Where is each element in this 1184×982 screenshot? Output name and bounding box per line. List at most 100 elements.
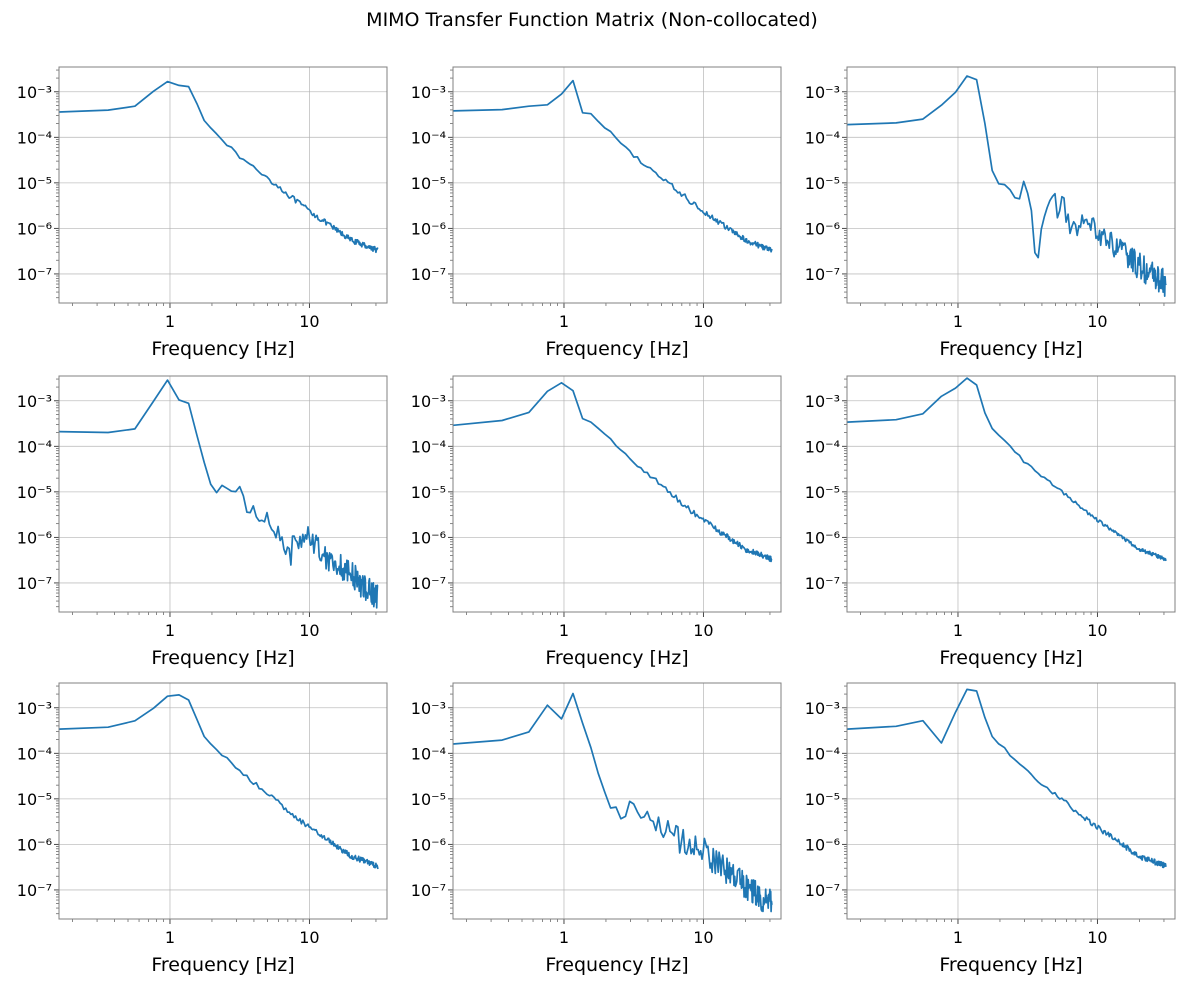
x-tick-label: 10 <box>1087 928 1107 947</box>
x-tick-label: 10 <box>693 312 713 331</box>
subplot-2-1: 1 10 10⁻³ 10⁻⁴ 10⁻⁵ 10⁻⁶ 10⁻⁷ Frequency [Hz] <box>17 375 388 669</box>
y-tick-label: 10⁻³ <box>411 699 446 718</box>
y-tick-label: 10⁻⁴ <box>17 744 52 763</box>
x-axis-label: Frequency [Hz] <box>545 954 688 976</box>
y-tick-label: 10⁻⁶ <box>17 528 52 547</box>
series-line <box>59 694 379 870</box>
y-tick-label: 10⁻⁷ <box>805 574 840 593</box>
series-line <box>847 377 1167 562</box>
figure-title: MIMO Transfer Function Matrix (Non-collo… <box>366 9 818 31</box>
axes-frame <box>58 682 388 920</box>
x-tick-label: 1 <box>165 312 175 331</box>
series-line <box>59 80 379 254</box>
y-tick-label: 10⁻⁷ <box>805 265 840 284</box>
y-tick-label: 10⁻⁵ <box>411 483 446 502</box>
x-tick-label: 1 <box>953 928 963 947</box>
series-line <box>847 688 1167 869</box>
x-axis-label: Frequency [Hz] <box>151 338 294 360</box>
subplot-grid: 1 10 10⁻³ 10⁻⁴ 10⁻⁵ 10⁻⁶ 10⁻⁷ Frequency [Hz] 1 10… <box>17 66 1176 976</box>
y-tick-label: 10⁻⁷ <box>17 265 52 284</box>
y-tick-label: 10⁻⁷ <box>17 881 52 900</box>
y-tick-label: 10⁻³ <box>411 392 446 411</box>
x-axis-label: Frequency [Hz] <box>545 647 688 669</box>
y-tick-label: 10⁻⁵ <box>805 790 840 809</box>
y-tick-label: 10⁻⁷ <box>411 574 446 593</box>
y-tick-label: 10⁻⁴ <box>805 744 840 763</box>
axes-frame <box>58 66 388 304</box>
subplot-1-3: 1 10 10⁻³ 10⁻⁴ 10⁻⁵ 10⁻⁶ 10⁻⁷ Frequency [Hz] <box>805 66 1176 360</box>
y-tick-label: 10⁻³ <box>805 392 840 411</box>
axes-frame <box>58 375 388 613</box>
y-tick-label: 10⁻⁶ <box>17 219 52 238</box>
y-tick-label: 10⁻³ <box>17 83 52 102</box>
x-tick-label: 10 <box>1087 312 1107 331</box>
y-tick-label: 10⁻⁵ <box>411 174 446 193</box>
x-axis-label: Frequency [Hz] <box>939 338 1082 360</box>
axes-frame <box>846 682 1176 920</box>
y-tick-label: 10⁻³ <box>411 83 446 102</box>
y-tick-label: 10⁻⁶ <box>411 219 446 238</box>
y-tick-label: 10⁻⁵ <box>805 174 840 193</box>
x-tick-label: 1 <box>559 621 569 640</box>
y-tick-label: 10⁻³ <box>805 83 840 102</box>
subplot-1-1: 1 10 10⁻³ 10⁻⁴ 10⁻⁵ 10⁻⁶ 10⁻⁷ Frequency [Hz] <box>17 66 388 360</box>
axes-frame <box>452 66 782 304</box>
x-tick-label: 1 <box>559 312 569 331</box>
x-tick-label: 1 <box>559 928 569 947</box>
y-tick-label: 10⁻³ <box>17 699 52 718</box>
y-tick-label: 10⁻⁶ <box>17 835 52 854</box>
x-tick-label: 10 <box>299 312 319 331</box>
axes-frame <box>452 682 782 920</box>
subplot-2-3: 1 10 10⁻³ 10⁻⁴ 10⁻⁵ 10⁻⁶ 10⁻⁷ Frequency [Hz] <box>805 375 1176 669</box>
y-tick-label: 10⁻⁶ <box>805 835 840 854</box>
y-tick-label: 10⁻⁴ <box>411 437 446 456</box>
y-tick-label: 10⁻⁷ <box>805 881 840 900</box>
y-tick-label: 10⁻⁵ <box>411 790 446 809</box>
y-tick-label: 10⁻⁴ <box>17 437 52 456</box>
x-tick-label: 10 <box>299 928 319 947</box>
series-line <box>453 79 773 253</box>
x-tick-label: 10 <box>1087 621 1107 640</box>
subplot-1-2: 1 10 10⁻³ 10⁻⁴ 10⁻⁵ 10⁻⁶ 10⁻⁷ Frequency [Hz] <box>411 66 782 360</box>
x-axis-label: Frequency [Hz] <box>151 954 294 976</box>
y-tick-label: 10⁻⁷ <box>17 574 52 593</box>
x-tick-label: 1 <box>953 312 963 331</box>
x-tick-label: 1 <box>953 621 963 640</box>
y-tick-label: 10⁻⁷ <box>411 265 446 284</box>
x-axis-label: Frequency [Hz] <box>939 954 1082 976</box>
y-tick-label: 10⁻³ <box>17 392 52 411</box>
x-axis-label: Frequency [Hz] <box>151 647 294 669</box>
subplot-2-2: 1 10 10⁻³ 10⁻⁴ 10⁻⁵ 10⁻⁶ 10⁻⁷ Frequency [Hz] <box>411 375 782 669</box>
y-tick-label: 10⁻³ <box>805 699 840 718</box>
subplot-3-2: 1 10 10⁻³ 10⁻⁴ 10⁻⁵ 10⁻⁶ 10⁻⁷ Frequency [Hz] <box>411 682 782 976</box>
y-tick-label: 10⁻⁵ <box>17 790 52 809</box>
y-tick-label: 10⁻⁴ <box>411 128 446 147</box>
y-tick-label: 10⁻⁴ <box>805 128 840 147</box>
x-tick-label: 1 <box>165 928 175 947</box>
x-tick-label: 1 <box>165 621 175 640</box>
y-tick-label: 10⁻⁴ <box>805 437 840 456</box>
axes-frame <box>846 375 1176 613</box>
x-axis-label: Frequency [Hz] <box>939 647 1082 669</box>
axes-frame <box>846 66 1176 304</box>
y-tick-label: 10⁻⁵ <box>17 483 52 502</box>
y-tick-label: 10⁻⁶ <box>411 835 446 854</box>
y-tick-label: 10⁻⁴ <box>411 744 446 763</box>
x-tick-label: 10 <box>299 621 319 640</box>
x-axis-label: Frequency [Hz] <box>545 338 688 360</box>
y-tick-label: 10⁻⁵ <box>805 483 840 502</box>
series-line <box>847 75 1167 297</box>
x-tick-label: 10 <box>693 928 713 947</box>
subplot-3-1: 1 10 10⁻³ 10⁻⁴ 10⁻⁵ 10⁻⁶ 10⁻⁷ Frequency [Hz] <box>17 682 388 976</box>
subplot-3-3: 1 10 10⁻³ 10⁻⁴ 10⁻⁵ 10⁻⁶ 10⁻⁷ Frequency [Hz] <box>805 682 1176 976</box>
y-tick-label: 10⁻⁶ <box>805 219 840 238</box>
y-tick-label: 10⁻⁵ <box>17 174 52 193</box>
series-line <box>453 692 773 913</box>
y-tick-label: 10⁻⁶ <box>411 528 446 547</box>
series-line <box>453 381 773 563</box>
y-tick-label: 10⁻⁶ <box>805 528 840 547</box>
axes-frame <box>452 375 782 613</box>
series-line <box>59 379 379 609</box>
x-tick-label: 10 <box>693 621 713 640</box>
